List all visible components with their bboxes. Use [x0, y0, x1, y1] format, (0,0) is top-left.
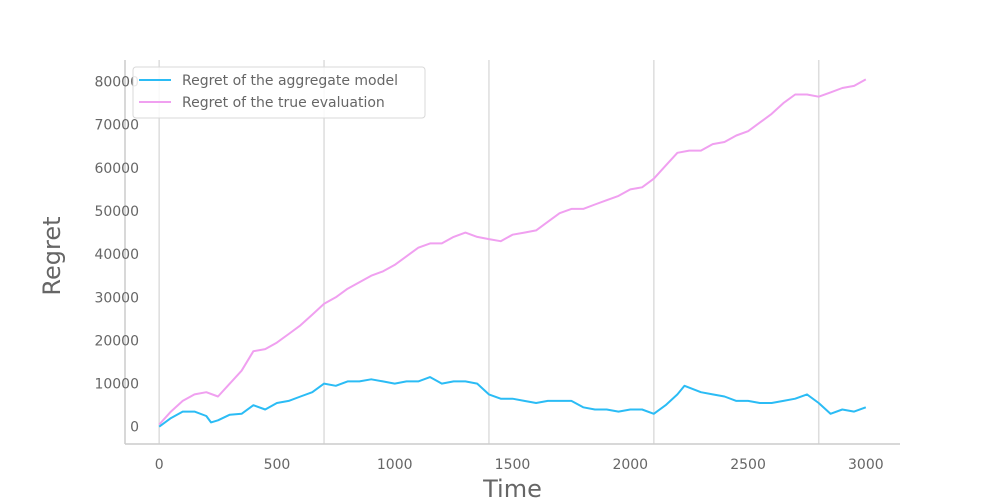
legend: Regret of the aggregate model Regret of …	[132, 66, 426, 119]
x-tick-label: 3000	[848, 457, 884, 473]
legend-box	[132, 66, 426, 119]
grid-lines	[158, 60, 820, 444]
legend-label-aggregate-model: Regret of the aggregate model	[182, 73, 398, 89]
y-tick-label: 10000	[94, 377, 139, 393]
tick-labels: 0 500 1000 1500 2000 2500 30000100002000030000…	[94, 75, 883, 473]
y-tick-label: 60000	[94, 161, 139, 177]
x-tick-label: 2000	[612, 457, 648, 473]
y-tick-label: 20000	[94, 333, 139, 349]
axes	[124, 60, 900, 445]
x-axis-label: Time	[482, 475, 542, 500]
y-tick-label: 50000	[94, 204, 139, 220]
series-line-1	[158, 78, 867, 426]
series-lines	[158, 78, 867, 428]
series-line-0	[158, 376, 867, 428]
y-tick-label: 70000	[94, 118, 139, 134]
x-tick-label: 1000	[377, 457, 413, 473]
x-tick-label: 500	[264, 457, 291, 473]
x-tick-label: 1500	[495, 457, 531, 473]
y-tick-label: 80000	[94, 75, 139, 91]
y-tick-label: 40000	[94, 247, 139, 263]
y-axis-label: Regret	[38, 216, 66, 295]
x-tick-label: 0	[155, 457, 164, 473]
y-tick-label: 0	[130, 420, 139, 436]
legend-label-true-evaluation: Regret of the true evaluation	[182, 95, 385, 111]
x-tick-label: 2500	[730, 457, 766, 473]
y-tick-label: 30000	[94, 290, 139, 306]
